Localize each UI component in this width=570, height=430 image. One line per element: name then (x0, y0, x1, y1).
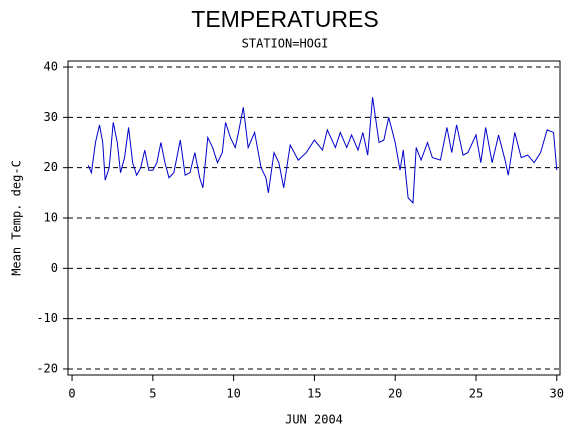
x-tick-label: 30 (550, 387, 564, 401)
y-tick-label: 10 (44, 211, 58, 225)
x-tick-label: 5 (149, 387, 156, 401)
y-axis-label: Mean Temp. deg-C (10, 160, 24, 276)
y-tick-label: -20 (36, 361, 58, 375)
x-tick-label: 25 (469, 387, 483, 401)
y-tick-label: 30 (44, 110, 58, 124)
data-line (87, 97, 558, 205)
chart-subtitle: STATION=HOGI (242, 37, 329, 51)
chart-title: TEMPERATURES (191, 6, 378, 32)
x-tick-label: 20 (388, 387, 402, 401)
x-tick-label: 0 (68, 387, 75, 401)
y-tick-label: 20 (44, 160, 58, 174)
y-tick-label: -10 (36, 311, 58, 325)
x-axis-label: JUN 2004 (285, 413, 343, 427)
x-tick-label: 15 (307, 387, 321, 401)
x-tick-label: 10 (226, 387, 240, 401)
y-tick-label: 0 (51, 261, 58, 275)
y-tick-label: 40 (44, 60, 58, 74)
